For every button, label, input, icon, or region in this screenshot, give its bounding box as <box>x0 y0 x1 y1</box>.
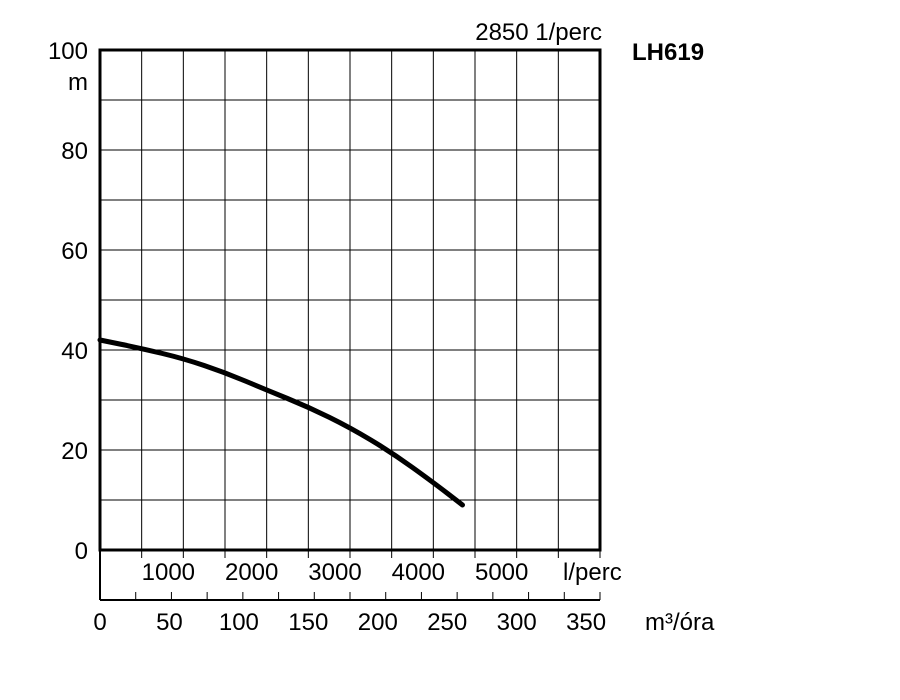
x-tick-label-m3h: 250 <box>427 609 467 636</box>
x-tick-label-m3h: 100 <box>219 609 259 636</box>
x-tick-label-m3h: 0 <box>93 609 106 636</box>
y-tick-label: 100 <box>48 38 88 65</box>
x-unit-label-lpm: l/perc <box>563 559 622 586</box>
y-tick-label: 40 <box>61 338 88 365</box>
grid-lines <box>100 50 600 550</box>
x-tick-label-m3h: 350 <box>566 609 606 636</box>
x-tick-labels-m3h: 0 50 100 150 200 250 300 350 <box>93 609 606 636</box>
x-tick-label-m3h: 150 <box>288 609 328 636</box>
y-tick-label: 20 <box>61 438 88 465</box>
y-tick-labels: 0 20 40 60 80 100 <box>48 38 88 565</box>
x-tick-label-lpm: 1000 <box>142 559 195 586</box>
y-tick-label: 0 <box>75 538 88 565</box>
x-tick-label-m3h: 200 <box>358 609 398 636</box>
x-tick-label-m3h: 300 <box>497 609 537 636</box>
chart-title: LH619 <box>632 39 704 66</box>
y-tick-label: 60 <box>61 238 88 265</box>
bottom-axes <box>99 550 601 601</box>
x-tick-labels-lpm: 1000 2000 3000 4000 5000 <box>142 559 529 586</box>
x-unit-label-m3h: m³/óra <box>645 609 715 636</box>
y-axis-unit-label: m <box>68 69 88 96</box>
y-tick-label: 80 <box>61 138 88 165</box>
x-tick-label-lpm: 2000 <box>225 559 278 586</box>
speed-label: 2850 1/perc <box>475 19 602 46</box>
x-tick-label-lpm: 3000 <box>308 559 361 586</box>
x-tick-label-m3h: 50 <box>156 609 183 636</box>
x-tick-label-lpm: 5000 <box>475 559 528 586</box>
x-tick-label-lpm: 4000 <box>392 559 445 586</box>
series-line-head-curve <box>97 337 465 508</box>
